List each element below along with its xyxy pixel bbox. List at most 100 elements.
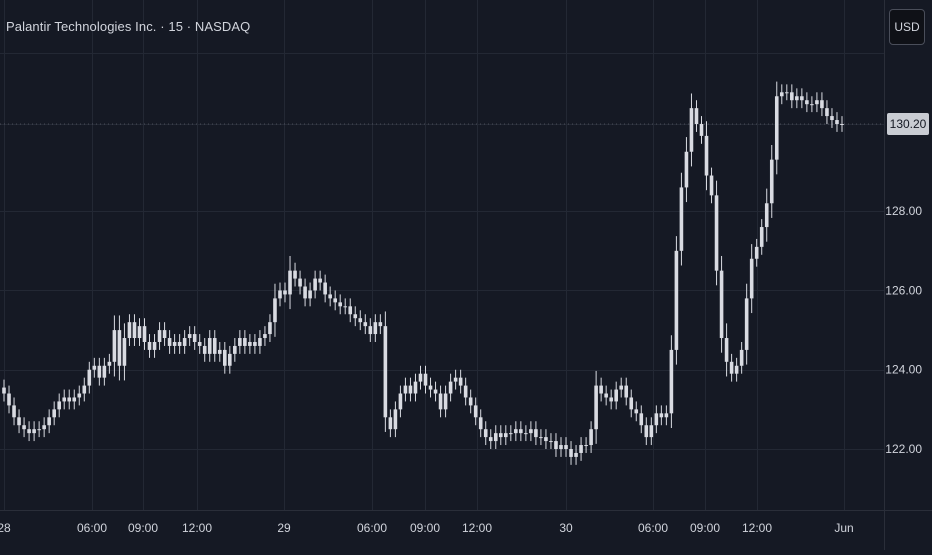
candle [338,294,343,315]
candle [719,255,724,353]
candle-body [478,417,483,430]
candle-body [152,341,157,350]
candle-body [790,92,794,101]
candle-body [2,387,6,394]
candle [779,84,784,105]
candle [619,377,624,398]
candle [774,81,779,175]
candle [222,341,227,374]
candle-body [800,96,804,101]
candle [539,429,543,446]
candle-body [112,330,117,362]
candle [483,421,488,446]
candle [333,290,337,311]
candle-body [127,322,132,339]
candle-body [524,433,528,435]
candle [293,262,297,287]
candle-body [222,349,227,366]
candle-body [639,413,644,426]
candle [202,338,207,362]
current-price-label: 130.20 [890,117,927,131]
candle-body [734,365,739,374]
candle [107,353,112,374]
candle [47,409,51,434]
candle-body [383,326,388,418]
candle-body [830,116,834,121]
candle [428,377,433,398]
candle [248,334,252,354]
candle [172,334,177,354]
candle [268,314,272,342]
candle-body [42,425,46,430]
candle [830,108,834,128]
candle-body [102,365,107,378]
candle-body [549,441,553,443]
candle-body [544,437,548,442]
candle [584,437,588,453]
price-axis: 122.00 124.00 126.00 128.00 [885,204,922,456]
candle [253,334,257,354]
candle [408,377,413,402]
candle [7,385,11,414]
candle-body [458,377,463,386]
candle [689,93,694,167]
candle [664,405,669,426]
candle-body [278,290,282,299]
candle [32,421,36,442]
y-tick-label: 128.00 [885,204,922,218]
candle [825,100,829,124]
candle-body [318,278,322,283]
candle-body [759,227,764,247]
candle [187,326,192,346]
candle [228,345,232,374]
candle-body [554,441,558,449]
candle-body [368,326,373,335]
candle [659,405,664,426]
x-tick-label: Jun [834,521,853,535]
candle [22,417,26,438]
candle-body [599,385,603,394]
candle [805,92,809,113]
candle [569,441,573,465]
candle-body [514,429,518,434]
candle-body [584,445,588,447]
candle [303,278,307,307]
candle [52,401,56,426]
candle-body [248,341,252,346]
candle-body [649,425,654,438]
candle [358,310,363,331]
candle [458,369,463,394]
candle [709,167,714,204]
candle-body [724,338,729,362]
candle [614,381,618,410]
candle-body [589,429,593,446]
candle-body [664,413,669,418]
candle [152,334,157,358]
candle-body [539,437,543,439]
currency-button[interactable]: USD [889,9,925,45]
candle-body [785,92,789,94]
candle [800,88,804,109]
candle [443,385,448,418]
candle [343,298,348,315]
candle-body [704,135,709,176]
x-tick-label: 29 [277,521,291,535]
candle-body [820,100,824,109]
candle [167,330,172,354]
candle [649,417,654,446]
candle-body [468,397,473,406]
candle-body [644,425,649,438]
candle-body [433,389,438,394]
x-tick-label: 12:00 [742,521,772,535]
candle [835,112,839,132]
candle [609,389,613,410]
candle [403,377,408,402]
candle-body [12,405,16,418]
candle-body [132,322,137,339]
candle-body [453,377,458,382]
candle-body [197,341,202,346]
candle [157,322,162,350]
